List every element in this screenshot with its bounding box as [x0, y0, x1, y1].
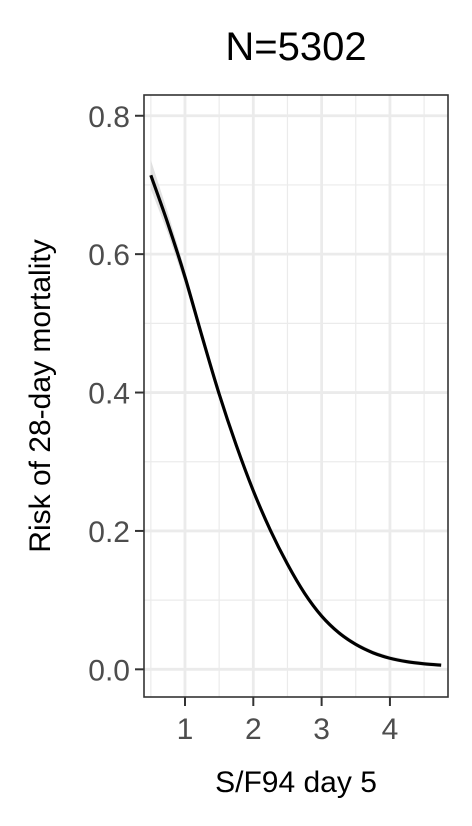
x-tick-label: 2	[245, 713, 262, 746]
plot-panel-border	[143, 94, 449, 698]
chart-title: N=5302	[225, 25, 366, 69]
x-axis-label: S/F94 day 5	[215, 766, 377, 799]
x-tick-label: 4	[382, 713, 399, 746]
y-tick-label: 0.4	[88, 378, 130, 411]
y-tick-label: 0.0	[88, 654, 130, 687]
y-tick-label: 0.2	[88, 516, 130, 549]
y-axis-label: Risk of 28-day mortality	[24, 239, 57, 552]
x-axis-ticks: 1 2 3 4	[177, 697, 399, 746]
plot-panel	[144, 95, 448, 697]
x-tick-label: 1	[177, 713, 194, 746]
x-tick-label: 3	[313, 713, 330, 746]
y-axis-ticks: 0.0 0.2 0.4 0.6 0.8	[88, 101, 144, 687]
y-tick-label: 0.8	[88, 101, 130, 134]
risk-curve-line	[149, 174, 442, 667]
y-tick-label: 0.6	[88, 239, 130, 272]
grid-lines	[144, 95, 448, 697]
